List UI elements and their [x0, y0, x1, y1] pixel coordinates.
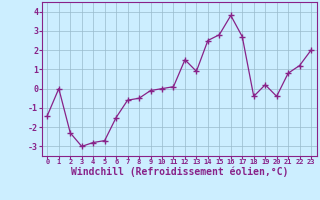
- X-axis label: Windchill (Refroidissement éolien,°C): Windchill (Refroidissement éolien,°C): [70, 167, 288, 177]
